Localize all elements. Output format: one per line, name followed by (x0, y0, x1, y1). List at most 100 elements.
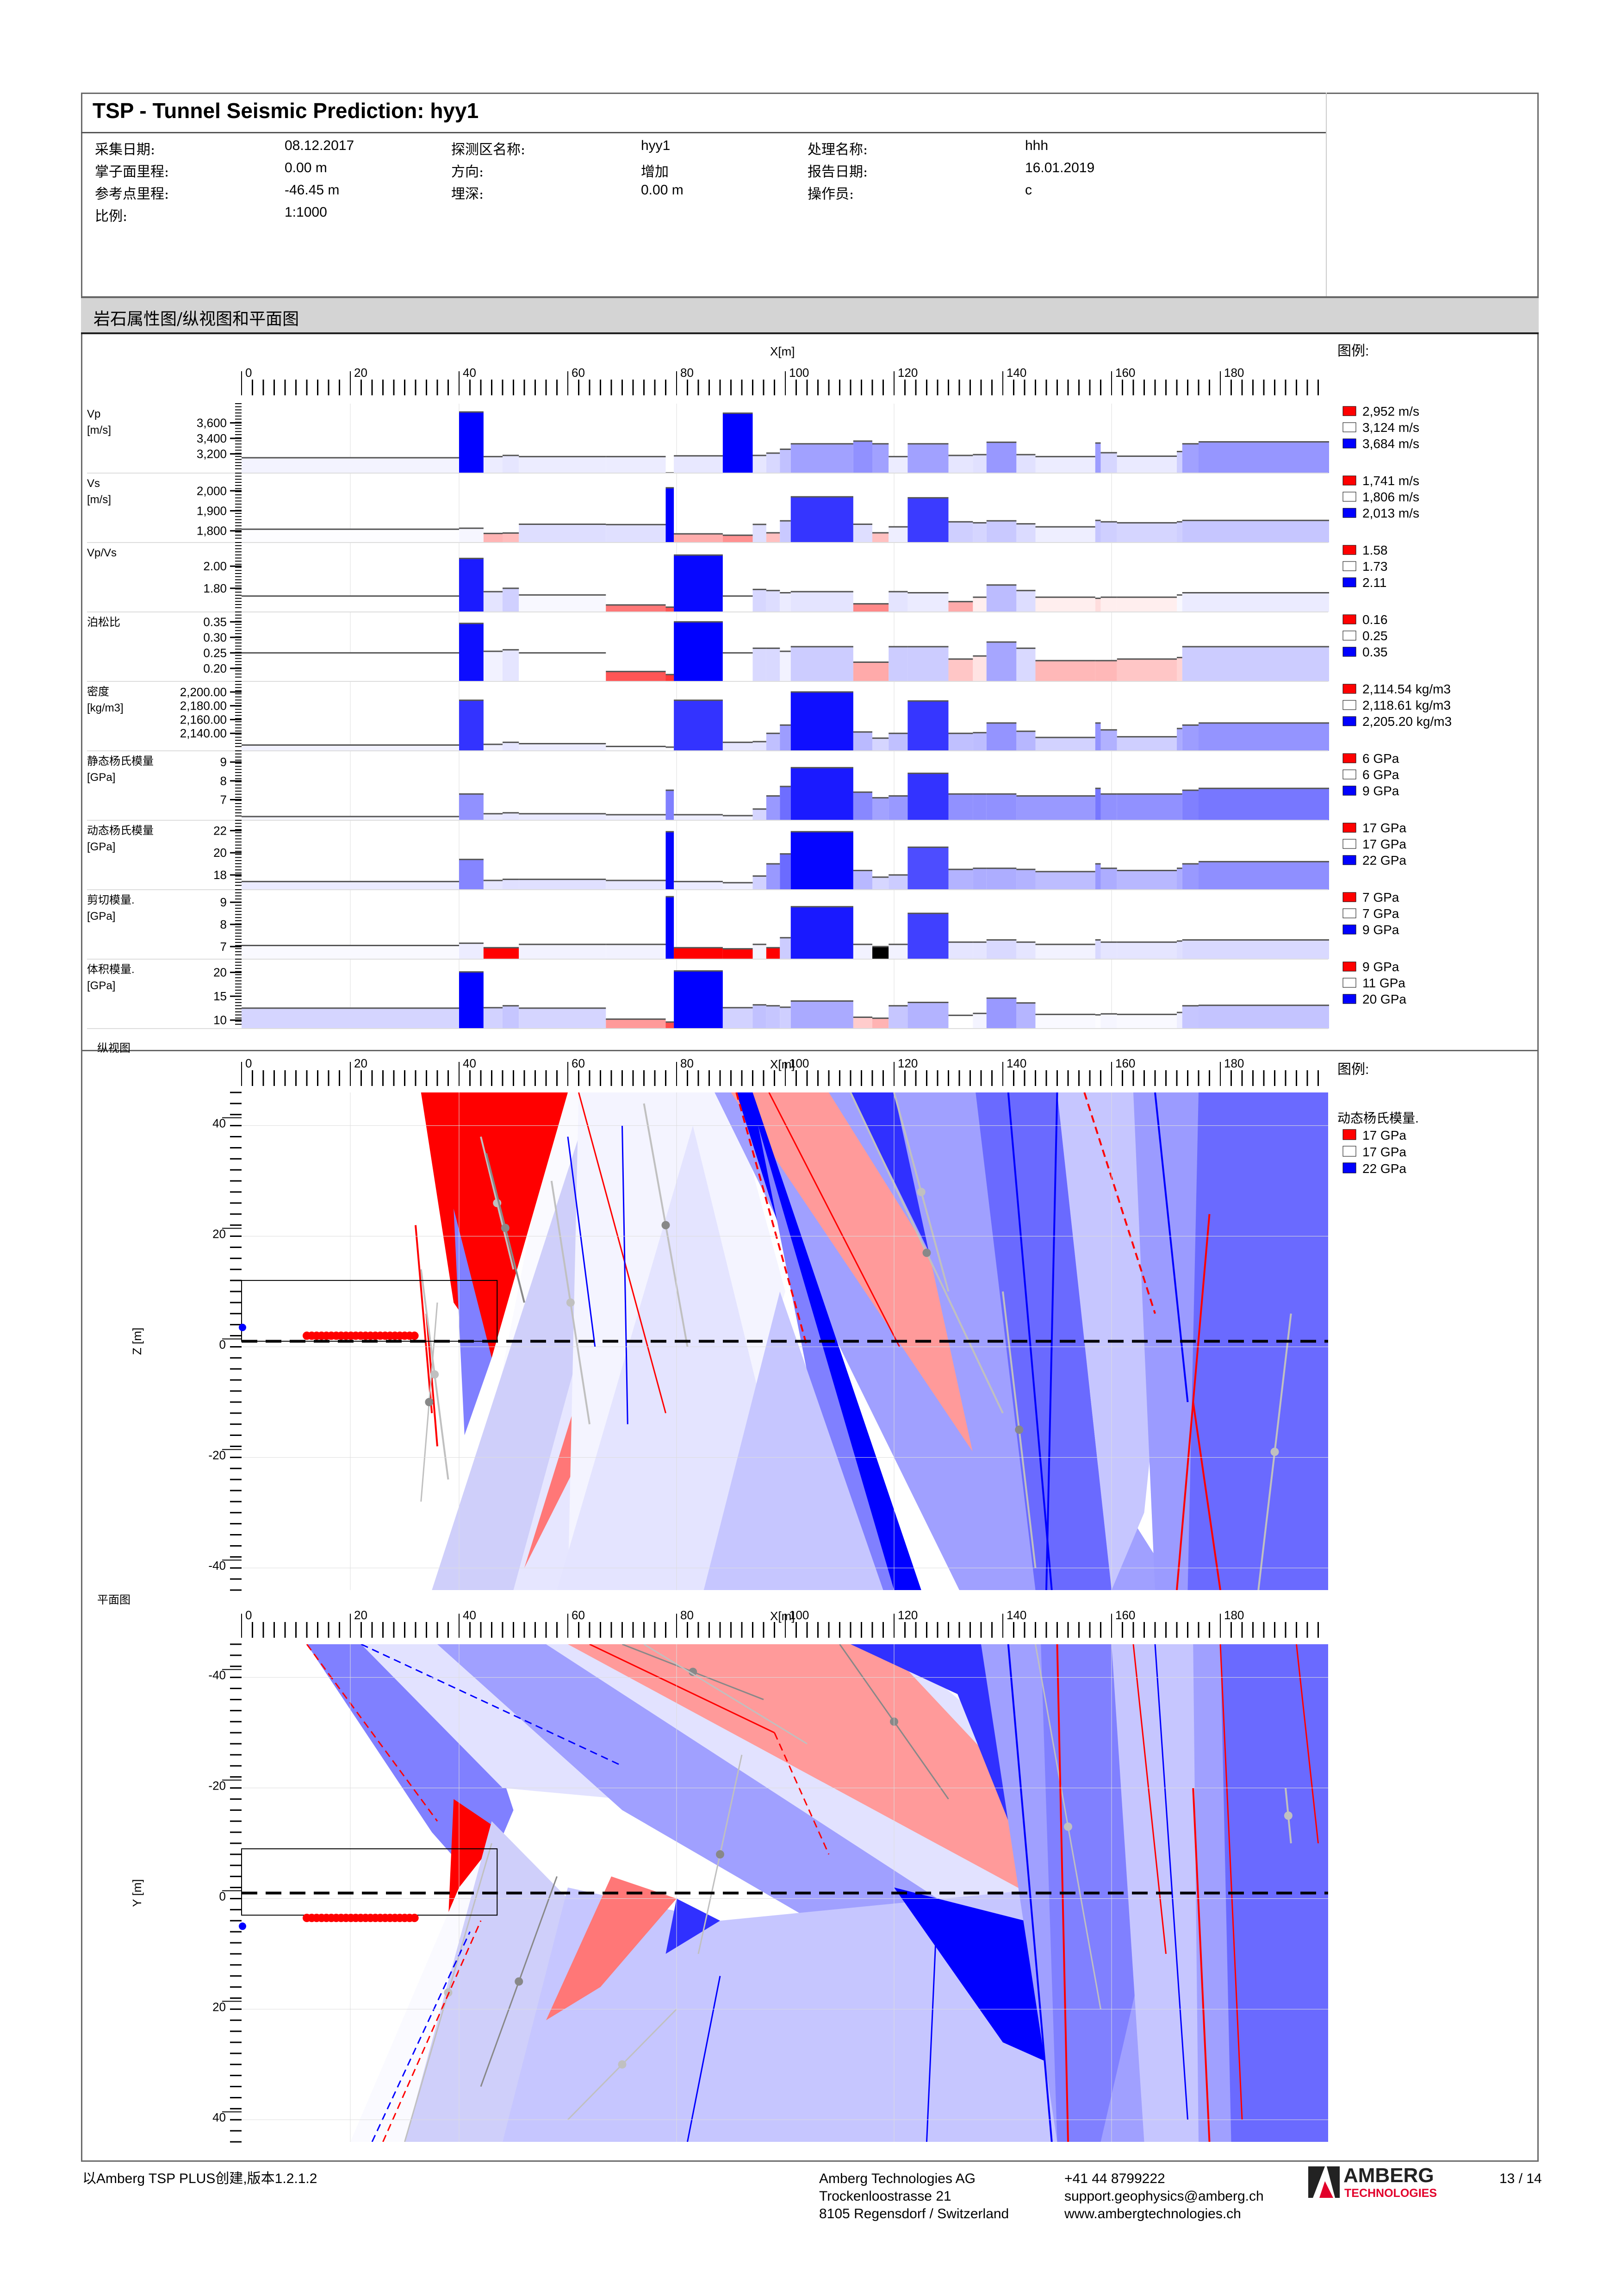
footer-company: Amberg Technologies AG Trockenloostrasse… (819, 2170, 1009, 2223)
property-bar (665, 747, 674, 751)
legend-subtitle: 动态杨氏模量. (1337, 1111, 1419, 1125)
legend-swatch (1342, 769, 1356, 780)
property-bar (973, 597, 987, 612)
property-bar (889, 456, 908, 473)
property-bar (503, 455, 519, 473)
property-bar (853, 944, 872, 959)
property-bar (780, 725, 791, 751)
legend-label: 2,205.20 kg/m3 (1362, 714, 1452, 729)
property-bar (766, 648, 780, 681)
property-bar (1199, 940, 1329, 959)
legend-swatch (1342, 961, 1356, 972)
property-bar (722, 815, 753, 820)
x-tick-label: 100 (789, 1056, 809, 1070)
legend-label: 2,114.54 kg/m3 (1362, 682, 1451, 696)
property-bar (889, 1005, 908, 1029)
property-bar (790, 1001, 853, 1029)
property-bar (1095, 788, 1101, 820)
property-bar (1100, 730, 1117, 751)
property-bar (872, 877, 889, 890)
y-tick-label: 0.20 (203, 661, 227, 675)
y-tick-label: 8 (220, 917, 227, 931)
y-tick-label: 9 (220, 895, 227, 909)
property-bar (766, 1005, 780, 1029)
property-bar (766, 796, 780, 820)
info-label: 比例: (95, 208, 128, 225)
property-bar (790, 906, 853, 959)
logo-text: AMBERG (1343, 2164, 1434, 2187)
property-bar (1177, 1012, 1182, 1029)
info-value: 16.01.2019 (1025, 160, 1095, 175)
property-bar (1182, 443, 1199, 473)
property-bar (780, 521, 791, 543)
website-link[interactable]: www.ambergtechnologies.ch (1064, 2206, 1241, 2221)
property-bar (1117, 870, 1177, 890)
phone: +41 44 8799222 (1064, 2171, 1165, 2186)
y-tick-label: 7 (220, 940, 227, 954)
property-bar (665, 831, 674, 890)
property-bar (606, 880, 666, 890)
property-bar (948, 869, 973, 890)
reflector-line (567, 1136, 596, 1347)
reflector-line (621, 1125, 628, 1424)
property-bar (606, 746, 666, 751)
property-bar (973, 942, 987, 959)
property-bar (790, 443, 853, 473)
property-bar (1177, 941, 1182, 959)
property-bar (483, 948, 503, 959)
property-bar (948, 733, 973, 751)
property-bar (1016, 1003, 1036, 1029)
property-bar (1199, 442, 1329, 473)
legend-swatch (1342, 716, 1356, 726)
property-bar (519, 813, 606, 820)
reflector-point (618, 2060, 627, 2069)
property-bar (242, 457, 459, 473)
property-bar (780, 854, 791, 890)
reflector-point (1270, 1447, 1279, 1456)
property-bar (973, 523, 987, 543)
y-tick-label: 1,800 (197, 524, 227, 538)
y-tick-label: 0 (219, 1889, 226, 1903)
x-tick-label: 120 (898, 366, 918, 380)
property-bar (459, 794, 484, 820)
y-tick-label: 1,900 (197, 504, 227, 518)
logo-mark-accent (1319, 2181, 1333, 2198)
property-bar (1016, 731, 1036, 751)
property-bar (519, 595, 606, 612)
property-bar (1100, 661, 1117, 681)
y-tick-label: 2,140.00 (180, 726, 227, 740)
reflector-line (643, 1644, 808, 1745)
reflector-zone (758, 1125, 894, 1590)
property-bar (1182, 1005, 1199, 1029)
legend-swatch (1342, 647, 1356, 657)
legend-swatch (1342, 630, 1356, 641)
y-tick-label: -40 (208, 1559, 226, 1572)
x-tick-label: 120 (898, 1056, 918, 1070)
info-value: c (1025, 182, 1032, 198)
property-bar (1035, 737, 1095, 751)
panel-unit: [m/s] (87, 493, 111, 506)
reflector-zone (703, 1292, 883, 1590)
property-bar (1117, 597, 1177, 612)
property-bar (665, 897, 674, 959)
section-bar (81, 296, 1539, 334)
property-bar (872, 946, 889, 959)
reflector-point (515, 1977, 523, 1986)
logo-mark-right (1327, 2166, 1340, 2198)
property-bar (242, 945, 459, 959)
y-tick-label: 1.80 (203, 581, 227, 595)
property-bar (907, 847, 949, 890)
reflector-line (1154, 1644, 1188, 2120)
legend-title: 图例: (1337, 343, 1369, 359)
reflector-line (1192, 1788, 1211, 2142)
email-link[interactable]: support.geophysics@amberg.ch (1064, 2189, 1264, 2204)
property-bar (780, 1007, 791, 1029)
reflector-line (1176, 1214, 1211, 1590)
legend-swatch (1342, 508, 1356, 518)
property-bar (780, 786, 791, 820)
amberg-logo: AMBERG TECHNOLOGIES (1308, 2164, 1437, 2200)
reflector-line (371, 1931, 471, 2142)
property-bar (889, 647, 908, 681)
property-bar (606, 456, 666, 473)
x-tick-label: 60 (572, 366, 585, 380)
